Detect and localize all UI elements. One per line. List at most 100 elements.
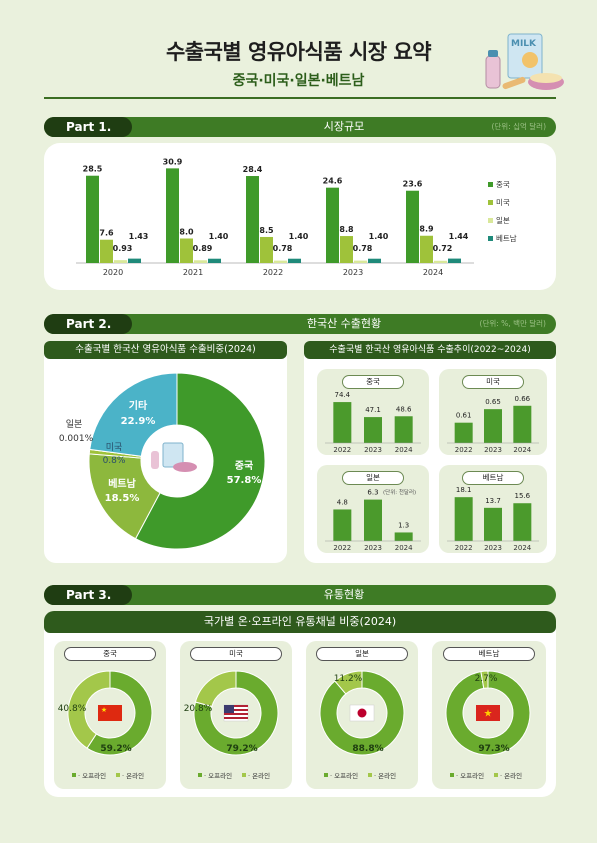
legend-label-online: · 온라인 (122, 771, 144, 780)
mini-value-미국-2023: 0.65 (485, 398, 501, 406)
mini-title-usa: 미국 (462, 375, 524, 389)
mini-tick-중국-2022: 2022 (333, 446, 351, 454)
data-label-미국-2021: 8.0 (179, 228, 194, 237)
flag-stripe (224, 717, 248, 719)
share-value-usa: 0.8% (103, 456, 126, 466)
mini-value-미국-2022: 0.61 (456, 412, 472, 420)
channel-offline-value-베트남: 97.3% (478, 744, 509, 754)
mini-panel-vietnam: 베트남 18.1 2022 13.7 2023 15.6 2024 (439, 465, 547, 553)
center-bottle-icon (151, 451, 159, 469)
part1-unit: (단위: 십억 달러) (491, 122, 546, 131)
legend-label-online: · 온라인 (374, 771, 396, 780)
channel-online-value-중국: 40.8% (58, 704, 87, 714)
mini-bar-베트남-2024 (513, 503, 532, 541)
legend-swatch-online (368, 773, 372, 777)
share-name-vietnam: 베트남 (108, 477, 136, 490)
legend-label-일본: 일본 (496, 216, 510, 225)
data-label-중국-2021: 30.9 (163, 157, 183, 166)
data-label-미국-2022: 8.5 (259, 226, 274, 235)
mini-chart-japan: 4.8 2022 6.3 2023 1.3 2024 (325, 489, 421, 552)
flag-sun-icon (357, 708, 367, 718)
channel-donut-usa: 79.2% 20.8% · 오프라인 · 온라인 (184, 670, 279, 780)
channel-donut-japan: 88.8% 11.2% · 오프라인 · 온라인 (319, 670, 405, 780)
mini-bar-일본-2023 (364, 499, 382, 541)
mini-bar-중국-2023 (364, 417, 382, 443)
mini-value-베트남-2023: 13.7 (485, 497, 501, 505)
flag-star-icon: ★ (484, 709, 493, 720)
mini-panel-usa: 미국 0.61 2022 0.65 2023 0.66 2024 (439, 369, 547, 455)
mini-value-중국-2024: 48.6 (396, 405, 412, 413)
part1-tab: Part 1. (44, 117, 132, 137)
mini-chart-usa: 0.61 2022 0.65 2023 0.66 2024 (447, 395, 539, 454)
data-label-중국-2023: 24.6 (323, 177, 343, 186)
bar-베트남-2024 (448, 258, 461, 263)
tick-label-2020: 2020 (103, 268, 123, 277)
bar-미국-2020 (100, 239, 113, 263)
part1-header: Part 1. 시장규모 (단위: 십억 달러) (44, 117, 556, 137)
bar-일본-2020 (114, 260, 127, 263)
page-subtitle: 중국·미국·일본·베트남 (232, 73, 365, 89)
channel-베트남-slice-온라인 (480, 670, 489, 689)
bar-중국-2022 (246, 176, 259, 263)
tick-label-2022: 2022 (263, 268, 283, 277)
part3-title: 유통현황 (323, 588, 365, 601)
mini-value-일본-2024: 1.3 (398, 521, 409, 529)
flag-stripe (224, 713, 248, 715)
data-label-베트남-2022: 1.40 (289, 232, 309, 241)
mini-panel-japan: 일본 4.8 2022 6.3 2023 1.3 2024 (단위: 천달러) (317, 465, 429, 553)
channel-donut-vietnam: ★ 97.3% 2.7% · 오프라인 · 온라인 (445, 670, 531, 780)
channel-일본-slice-온라인 (334, 670, 363, 695)
mini-panel-china: 중국 74.4 2022 47.1 2023 48.6 2024 (317, 369, 429, 455)
part2-tab: Part 2. (44, 314, 132, 334)
share-value-other: 22.9% (121, 416, 156, 427)
channel-베트남-slice-오프라인 (445, 670, 531, 756)
mini-tick-베트남-2024: 2024 (513, 544, 531, 552)
tick-label-2023: 2023 (343, 268, 363, 277)
japan-unit-note: (단위: 천달러) (383, 490, 417, 496)
bar-베트남-2020 (128, 258, 141, 263)
market-size-panel: 28.5 7.6 0.93 1.43 2020 30.9 8.0 0.89 1.40 2021 28… (44, 143, 556, 290)
bar-일본-2024 (434, 260, 447, 263)
mini-tick-일본-2024: 2024 (395, 544, 413, 552)
bar-일본-2023 (354, 260, 367, 263)
share-slice-중국 (134, 372, 266, 550)
bar-중국-2023 (326, 187, 339, 263)
export-share-panel: 수출국별 한국산 영유아식품 수출비중(2024) 중국 57.8% 베트남 18.5… (44, 341, 287, 563)
bar-미국-2021 (180, 238, 193, 263)
channel-offline-value-중국: 59.2% (100, 744, 131, 754)
mini-title-vietnam: 베트남 (462, 471, 524, 485)
mini-bar-미국-2022 (454, 422, 473, 443)
bar-베트남-2021 (208, 258, 221, 263)
legend-swatch-베트남 (488, 236, 493, 241)
mini-bar-일본-2022 (333, 509, 352, 541)
vietnam-flag-icon (476, 705, 500, 721)
mini-tick-일본-2022: 2022 (333, 544, 351, 552)
legend-label-중국: 중국 (496, 180, 510, 189)
channel-panel: 국가별 온·오프라인 유통채널 비중(2024) 중국 ★ 59.2% 40.8% ·… (44, 611, 556, 797)
mini-value-미국-2024: 0.66 (515, 395, 531, 403)
channel-title-vietnam: 베트남 (443, 647, 535, 661)
data-label-베트남-2023: 1.40 (369, 232, 389, 241)
legend-swatch-online (494, 773, 498, 777)
data-label-중국-2024: 23.6 (403, 180, 423, 189)
channel-미국-slice-온라인 (194, 670, 237, 708)
mini-tick-중국-2024: 2024 (395, 446, 413, 454)
part2-header: Part 2. 한국산 수출현황 (단위: %, 백만 달러) (44, 314, 556, 334)
data-label-미국-2024: 8.9 (419, 225, 434, 234)
share-name-china: 중국 (235, 460, 253, 472)
bar-일본-2022 (274, 260, 287, 263)
mini-bar-미국-2024 (513, 405, 532, 443)
legend-label-offline: · 오프라인 (204, 771, 232, 780)
legend-label-offline: · 오프라인 (456, 771, 484, 780)
legend-swatch-offline (450, 773, 454, 777)
part2-unit: (단위: %, 백만 달러) (479, 319, 546, 328)
flag-stripe (224, 705, 248, 707)
legend-swatch-offline (198, 773, 202, 777)
mini-value-중국-2022: 74.4 (335, 391, 351, 399)
legend-swatch-offline (72, 773, 76, 777)
share-name-usa: 미국 (106, 442, 123, 453)
flag-canton (224, 705, 234, 713)
mini-bar-미국-2023 (484, 409, 502, 443)
mini-value-중국-2023: 47.1 (365, 406, 381, 414)
flag-star-icon: ★ (101, 706, 107, 714)
